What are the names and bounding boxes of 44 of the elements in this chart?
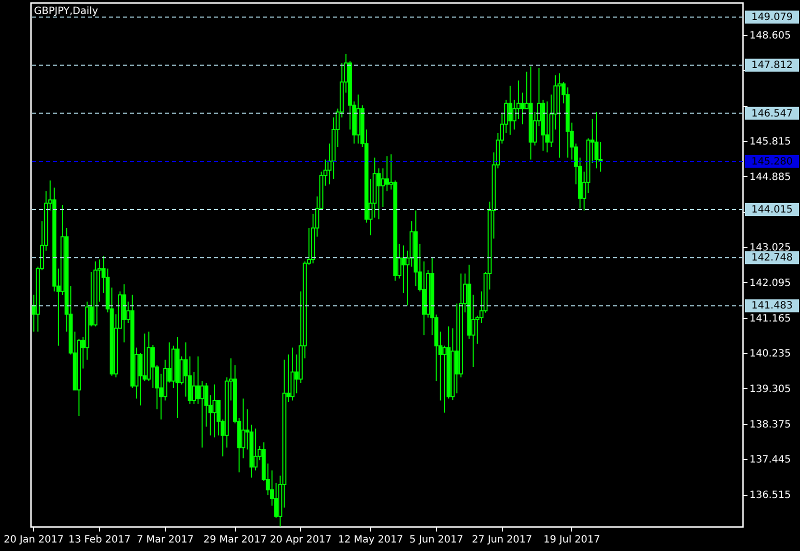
candlestick bbox=[520, 92, 525, 125]
candlestick bbox=[376, 168, 381, 220]
candlestick bbox=[401, 244, 406, 294]
y-tick-label: 145.815 bbox=[750, 136, 791, 148]
candlestick bbox=[212, 384, 216, 438]
ref-line-label: 142.748 bbox=[751, 252, 793, 264]
y-tick-label: 139.305 bbox=[750, 384, 791, 395]
candlestick bbox=[241, 398, 246, 459]
y-tick-label: 144.885 bbox=[750, 172, 791, 183]
x-tick-label: 27 Jun 2017 bbox=[472, 534, 532, 546]
y-tick-label: 142.095 bbox=[750, 278, 791, 289]
candlestick bbox=[558, 72, 562, 158]
y-tick-label: 136.515 bbox=[750, 490, 791, 502]
candlestick bbox=[254, 428, 258, 471]
y-tick-label: 137.445 bbox=[750, 454, 791, 466]
y-tick-label: 141.165 bbox=[750, 313, 791, 324]
candlestick bbox=[454, 303, 459, 394]
y-tick-label: 138.375 bbox=[750, 419, 791, 430]
candlestick bbox=[184, 342, 188, 398]
candlestick bbox=[385, 156, 389, 192]
candlestick bbox=[200, 380, 204, 448]
x-tick-label: 29 Mar 2017 bbox=[203, 534, 267, 546]
ref-line-label: 149.079 bbox=[751, 12, 793, 24]
x-tick-label: 19 Jul 2017 bbox=[544, 534, 600, 546]
ref-line-label: 147.812 bbox=[751, 60, 793, 72]
candlestick bbox=[508, 85, 512, 136]
chart-title: GBPJPY,Daily bbox=[34, 6, 98, 17]
x-tick-label: 12 May 2017 bbox=[338, 534, 404, 546]
ref-line-label: 144.015 bbox=[751, 204, 793, 216]
candlestick bbox=[196, 356, 200, 404]
y-tick-label: 148.605 bbox=[750, 30, 791, 42]
x-tick-label: 5 Jun 2017 bbox=[409, 534, 464, 546]
y-tick-label: 140.235 bbox=[750, 348, 791, 360]
ref-line-label: 145.280 bbox=[751, 156, 793, 168]
x-tick-label: 7 Mar 2017 bbox=[136, 534, 194, 546]
x-tick-label: 13 Feb 2017 bbox=[68, 534, 131, 546]
ref-line-label: 141.483 bbox=[751, 300, 793, 312]
candlestick bbox=[594, 112, 598, 169]
candlestick bbox=[545, 100, 550, 153]
y-tick-label: 143.025 bbox=[750, 242, 791, 254]
ref-line-label: 146.547 bbox=[751, 108, 793, 120]
candlestick bbox=[442, 345, 446, 414]
x-tick-label: 20 Jan 2017 bbox=[4, 534, 64, 546]
x-tick-label: 20 Apr 2017 bbox=[270, 534, 332, 546]
